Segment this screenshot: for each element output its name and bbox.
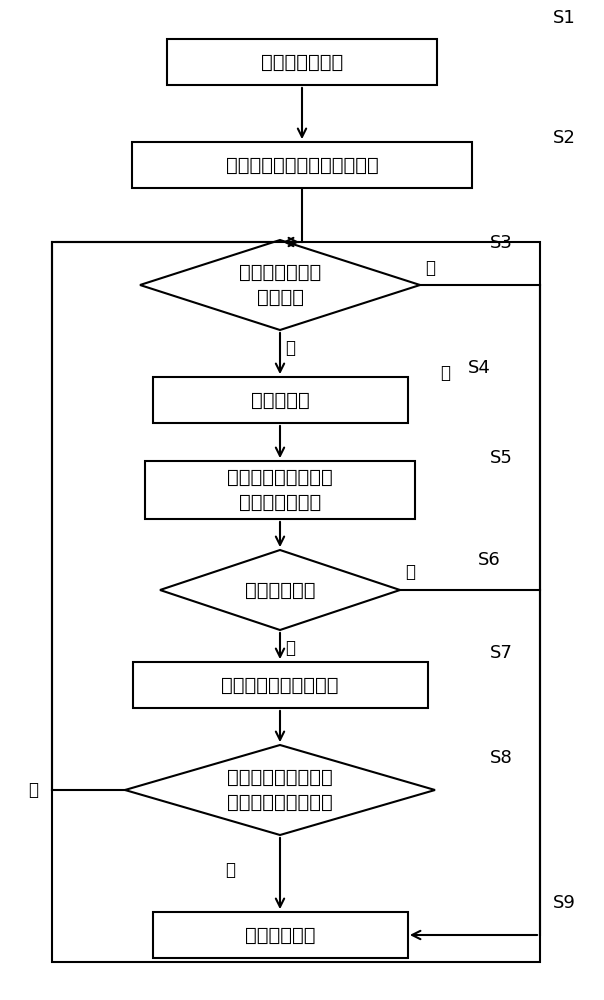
Bar [152, 377, 408, 423]
Text: 是: 是 [28, 781, 38, 799]
Text: S5: S5 [490, 449, 513, 467]
Text: 局部树是否需要
再次划分: 局部树是否需要 再次划分 [239, 263, 321, 307]
Bar [52, 242, 540, 962]
Bar [167, 39, 437, 85]
Bar [145, 461, 415, 519]
Text: 否: 否 [440, 364, 450, 382]
Text: 否: 否 [425, 259, 435, 277]
Text: 是: 是 [285, 639, 295, 657]
Text: 否: 否 [405, 563, 415, 581]
Text: 当前投资效益比是否
大于最大投资效益比: 当前投资效益比是否 大于最大投资效益比 [227, 768, 333, 812]
Text: 局部树再优化: 局部树再优化 [245, 580, 315, 599]
Polygon shape [140, 240, 420, 330]
Text: S6: S6 [478, 551, 501, 569]
Text: S7: S7 [490, 644, 513, 662]
Text: 是: 是 [285, 339, 295, 357]
Polygon shape [125, 745, 435, 835]
Text: S3: S3 [490, 234, 513, 252]
Bar [132, 662, 428, 708]
Text: S4: S4 [468, 359, 491, 377]
Text: 划分局部树: 划分局部树 [251, 390, 309, 410]
Text: S2: S2 [553, 129, 576, 147]
Text: S8: S8 [490, 749, 513, 767]
Bar [152, 912, 408, 958]
Text: 获取配电网信息: 获取配电网信息 [261, 52, 343, 72]
Text: 计算并联电容器初始补偿方案: 计算并联电容器初始补偿方案 [226, 155, 378, 174]
Text: 对于新划分的局部树
分别确定补偿点: 对于新划分的局部树 分别确定补偿点 [227, 468, 333, 512]
Text: 进一步优化计算补偿点: 进一步优化计算补偿点 [221, 676, 339, 695]
Text: 否: 否 [225, 861, 235, 879]
Text: S9: S9 [553, 894, 576, 912]
Polygon shape [160, 550, 400, 630]
Text: 输出补偿方案: 输出补偿方案 [245, 926, 315, 944]
Bar [132, 142, 472, 188]
Text: S1: S1 [553, 9, 576, 27]
